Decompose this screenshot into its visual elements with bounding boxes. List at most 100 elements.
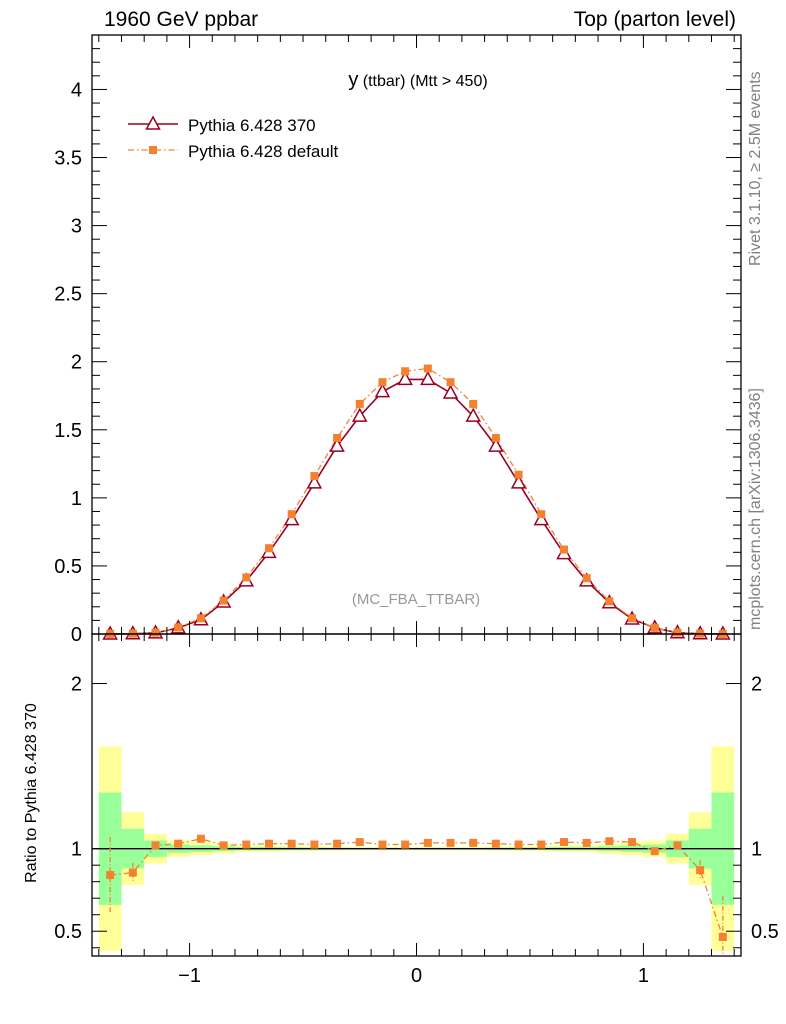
axis-ticks [92, 34, 741, 956]
plot-title-selection: (ttbar) (Mtt > 450) [358, 73, 487, 90]
point-pythia-370 [329, 437, 345, 452]
point-pythia-default [174, 623, 183, 632]
mcplots-credit-label: mcplots.cern.ch [arXiv:1306.3436] [747, 388, 764, 630]
point-pythia-default [628, 614, 637, 623]
ratio-point-pythia-default [446, 838, 455, 847]
ratio-series-layer [106, 834, 727, 956]
ratio-point-pythia-default [423, 838, 432, 847]
point-pythia-370 [488, 437, 504, 452]
legend-marker-pythia-370 [145, 115, 161, 130]
main-y-tick-label: 1.5 [54, 420, 82, 442]
header-right: Top (parton level) [573, 8, 736, 31]
point-pythia-default [310, 472, 319, 481]
point-pythia-370 [352, 407, 368, 422]
main-y-tick-label: 2.5 [54, 284, 82, 306]
point-pythia-default [423, 364, 432, 373]
point-pythia-default [333, 433, 342, 442]
legend-label-pythia-default: Pythia 6.428 default [188, 142, 339, 161]
point-pythia-370 [397, 370, 413, 386]
point-pythia-default [151, 628, 160, 637]
point-pythia-default [491, 433, 500, 442]
ratio-point-pythia-default [265, 839, 273, 848]
point-pythia-default [265, 544, 273, 553]
point-pythia-370 [465, 407, 481, 422]
ratio-point-pythia-default [582, 838, 591, 847]
point-pythia-default [242, 573, 251, 582]
ratio-y-axis-label: Ratio to Pythia 6.428 370 [23, 703, 40, 883]
point-pythia-default [514, 470, 523, 479]
x-tick-label: 1 [638, 965, 649, 987]
point-pythia-default [537, 510, 546, 519]
ratio-y-tick-label-right: 0.5 [751, 921, 779, 943]
point-pythia-default [582, 574, 591, 583]
ratio-point-pythia-default [333, 839, 342, 848]
ratio-y-tick-label: 2 [71, 674, 82, 696]
point-pythia-default [401, 367, 410, 376]
ratio-point-pythia-default [537, 840, 546, 849]
ratio-point-pythia-default [378, 840, 387, 849]
point-pythia-default [196, 614, 205, 623]
ratio-point-pythia-default [287, 839, 296, 848]
point-pythia-default [446, 378, 455, 387]
point-pythia-default [378, 378, 387, 387]
point-pythia-default [673, 628, 682, 637]
point-pythia-370 [374, 383, 391, 398]
ratio-panel-frame [91, 633, 742, 957]
ratio-point-pythia-default [605, 837, 614, 846]
header-left: 1960 GeV ppbar [104, 8, 259, 31]
main-y-tick-label: 0 [71, 624, 82, 646]
ratio-point-pythia-default [106, 871, 115, 880]
legend-marker-pythia-default [149, 146, 157, 154]
main-y-tick-label: 3 [71, 216, 82, 238]
ratio-point-pythia-default [696, 866, 705, 875]
point-pythia-370 [420, 370, 436, 386]
ratio-point-pythia-default [355, 838, 364, 847]
ratio-point-pythia-default [310, 840, 319, 849]
point-pythia-default [605, 597, 614, 606]
point-pythia-default [469, 399, 478, 408]
point-pythia-370 [306, 474, 323, 489]
ratio-point-pythia-default [673, 841, 682, 850]
rivet-version-label: Rivet 3.1.10, ≥ 2.5M events [747, 71, 764, 266]
ratio-point-pythia-default [469, 838, 478, 847]
ratio-point-pythia-default [491, 839, 500, 848]
ratio-y-tick-label-right: 1 [751, 839, 762, 861]
main-y-tick-label: 0.5 [54, 556, 82, 578]
point-pythia-370 [533, 511, 550, 526]
ratio-point-pythia-default [628, 838, 637, 847]
analysis-watermark: (MC_FBA_TTBAR) [352, 591, 480, 608]
legend: Pythia 6.428 370 Pythia 6.428 default [128, 115, 339, 161]
x-tick-label: −1 [178, 965, 201, 987]
ratio-y-tick-label: 0.5 [54, 921, 82, 943]
axes-frames [91, 34, 742, 957]
point-pythia-370 [510, 474, 527, 489]
plot-text-layer: 0 0.5 1 1.5 2 2.5 3 3.5 4 0.5 0.5 1 1 2 2 −1 0 1 y (ttbar)… [23, 69, 779, 987]
point-pythia-default [650, 623, 659, 632]
main-y-tick-label: 4 [71, 79, 82, 101]
ratio-point-pythia-default [219, 841, 228, 850]
ratio-point-pythia-default [151, 841, 160, 850]
ratio-y-tick-label: 1 [71, 839, 82, 861]
point-pythia-370 [442, 384, 459, 399]
ratio-point-pythia-default [242, 840, 251, 849]
x-tick-label: 0 [411, 965, 422, 987]
point-pythia-default [355, 399, 364, 408]
legend-label-pythia-370: Pythia 6.428 370 [188, 116, 316, 135]
series-line-pythia-370 [110, 378, 723, 635]
point-pythia-370 [283, 511, 300, 526]
ratio-point-pythia-default [174, 839, 183, 848]
ratio-point-pythia-default [401, 840, 410, 849]
ratio-point-pythia-default [560, 838, 568, 847]
ratio-y-tick-label-right: 2 [751, 674, 762, 696]
plot-title-variable: y [348, 69, 358, 91]
point-pythia-default [219, 596, 228, 605]
main-y-tick-label: 1 [71, 488, 82, 510]
ratio-point-pythia-default [196, 834, 205, 843]
main-y-tick-label: 3.5 [54, 148, 82, 170]
main-series-layer [102, 364, 731, 640]
point-pythia-default [560, 545, 568, 554]
ratio-point-pythia-default [128, 868, 137, 877]
ratio-line-pythia-default [110, 838, 724, 938]
ratio-point-pythia-default [514, 840, 523, 849]
